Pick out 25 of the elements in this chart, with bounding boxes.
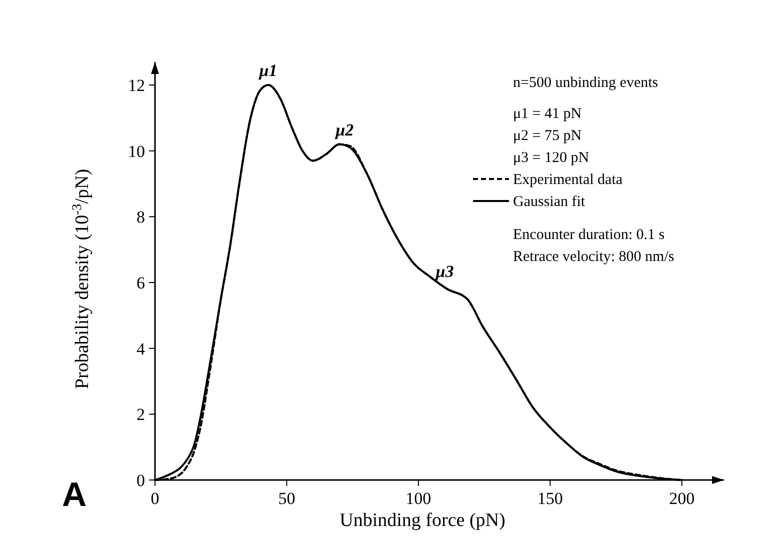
annotation: μ3 xyxy=(434,262,454,281)
y-tick-label: 4 xyxy=(136,339,146,358)
y-tick-label: 10 xyxy=(128,142,145,161)
legend-label: Experimental data xyxy=(513,172,623,188)
x-tick-label: 0 xyxy=(150,489,160,508)
annotation: Retrace velocity: 800 nm/s xyxy=(513,249,674,265)
annotation: μ1 = 41 pN xyxy=(513,106,582,122)
annotation: μ2 = 75 pN xyxy=(513,128,582,144)
legend-label: Gaussian fit xyxy=(513,194,586,210)
x-tick-label: 50 xyxy=(278,489,296,508)
annotation: n=500 unbinding events xyxy=(513,75,658,91)
y-tick-label: 12 xyxy=(128,76,145,95)
annotation: μ1 xyxy=(258,61,278,80)
x-tick-label: 150 xyxy=(537,489,563,508)
text: A xyxy=(62,476,87,514)
annotation: μ2 xyxy=(334,120,354,140)
y-tick-label: 2 xyxy=(136,405,145,424)
x-tick-label: 200 xyxy=(669,489,695,508)
x-axis-title: Unbinding force (pN) xyxy=(340,510,506,531)
y-tick-label: 8 xyxy=(136,208,145,227)
annotation: μ3 = 120 pN xyxy=(513,150,590,166)
y-tick-label: 6 xyxy=(136,273,145,292)
x-tick-label: 100 xyxy=(406,489,432,508)
y-tick-label: 0 xyxy=(136,470,145,490)
annotation: Encounter duration: 0.1 s xyxy=(513,227,665,243)
